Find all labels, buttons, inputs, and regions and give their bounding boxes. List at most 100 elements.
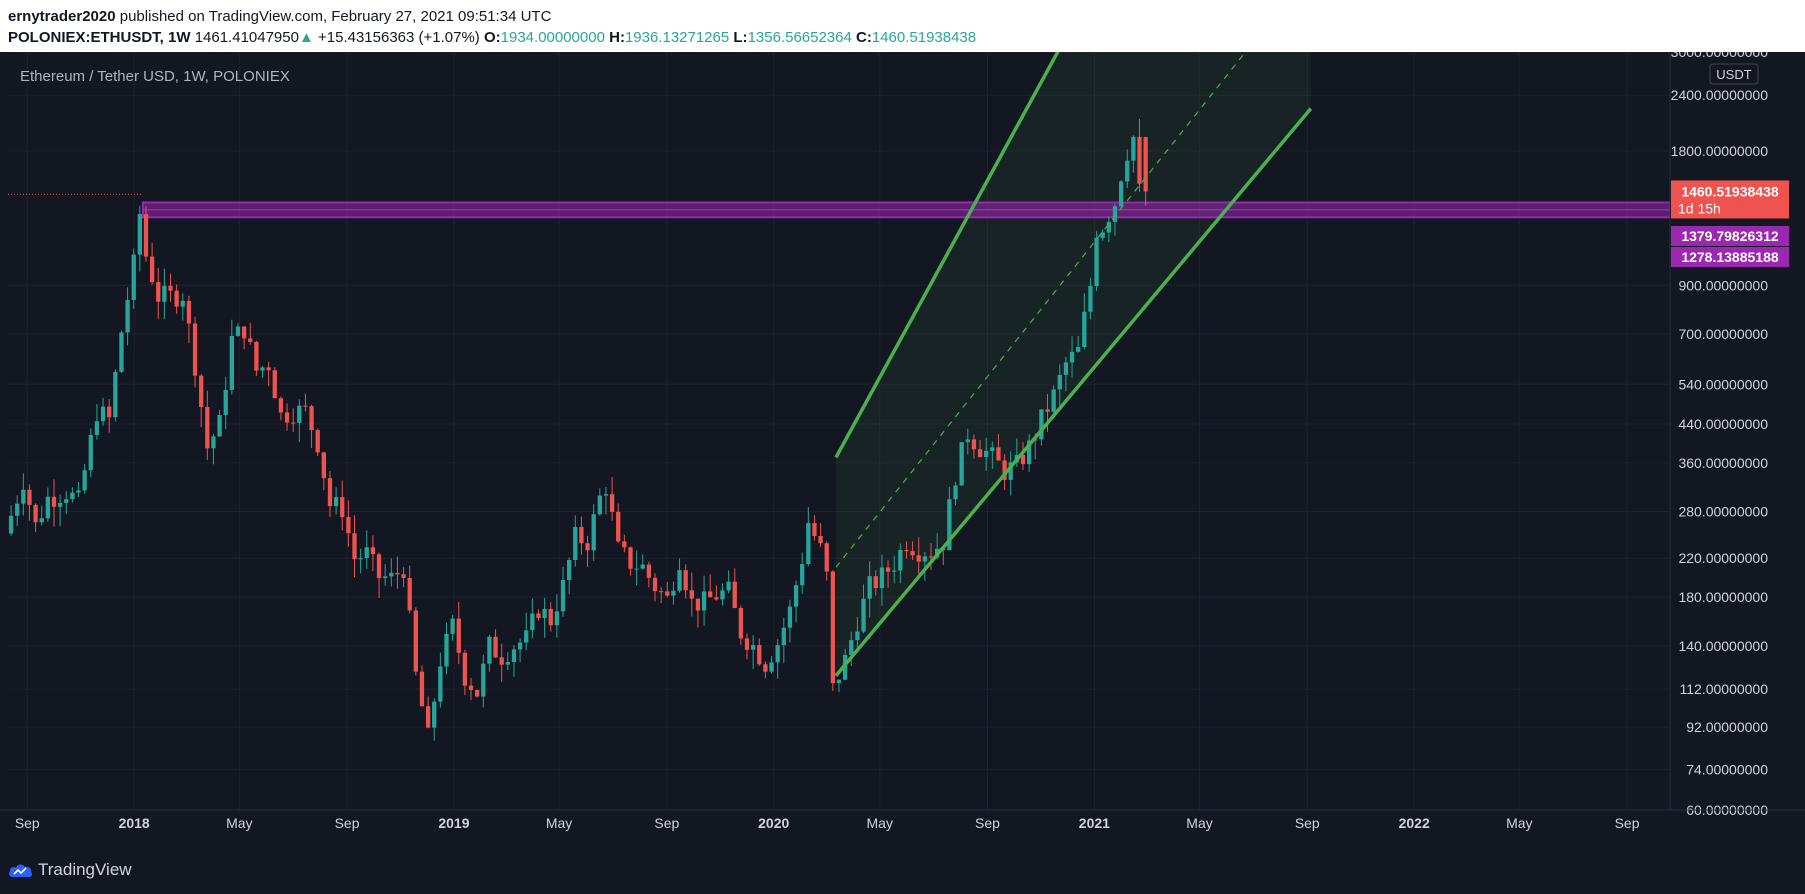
candle-body[interactable] <box>1051 389 1056 412</box>
candle-body[interactable] <box>591 514 596 551</box>
candle-body[interactable] <box>94 421 100 436</box>
candle-body[interactable] <box>536 613 541 619</box>
candle-body[interactable] <box>487 636 492 664</box>
candle-body[interactable] <box>438 666 443 702</box>
candle-body[interactable] <box>162 285 167 302</box>
candle-body[interactable] <box>996 447 1001 461</box>
candle-body[interactable] <box>910 551 915 556</box>
candle-body[interactable] <box>401 574 406 578</box>
candle-body[interactable] <box>82 470 87 491</box>
candle-body[interactable] <box>444 633 449 667</box>
candle-body[interactable] <box>333 497 339 507</box>
candle-body[interactable] <box>603 494 609 496</box>
candle-body[interactable] <box>303 405 308 407</box>
candle-body[interactable] <box>100 406 106 422</box>
candle-body[interactable] <box>352 533 357 560</box>
candle-body[interactable] <box>683 570 688 591</box>
candle-body[interactable] <box>677 570 682 591</box>
candle-body[interactable] <box>192 323 198 376</box>
candle-body[interactable] <box>88 435 93 471</box>
candle-body[interactable] <box>39 518 44 523</box>
candle-body[interactable] <box>284 412 290 423</box>
candle-body[interactable] <box>1125 160 1130 182</box>
zone-price-tag[interactable] <box>1671 226 1789 246</box>
candle-body[interactable] <box>107 406 112 418</box>
candle-body[interactable] <box>744 638 750 650</box>
candle-body[interactable] <box>1076 347 1081 352</box>
candle-body[interactable] <box>573 526 578 561</box>
candle-body[interactable] <box>1002 460 1007 480</box>
candle-body[interactable] <box>781 627 786 646</box>
candle-body[interactable] <box>389 572 394 577</box>
candle-body[interactable] <box>64 499 69 503</box>
candle-body[interactable] <box>892 570 897 572</box>
candle-body[interactable] <box>861 598 866 632</box>
candle-body[interactable] <box>174 290 179 307</box>
candle-body[interactable] <box>622 541 627 548</box>
candle-body[interactable] <box>1020 454 1026 465</box>
candle-body[interactable] <box>524 630 529 643</box>
candle-body[interactable] <box>223 389 228 415</box>
candle-body[interactable] <box>493 636 498 658</box>
candle-body[interactable] <box>229 335 234 390</box>
candle-body[interactable] <box>689 590 694 599</box>
candle-body[interactable] <box>585 543 590 551</box>
candle-body[interactable] <box>732 581 737 608</box>
chart-area[interactable]: 3000.00000000 2400.00000000 1800.00000000 9… <box>0 41 1805 853</box>
author-name[interactable]: ernytrader2020 <box>8 8 116 25</box>
currency-badge[interactable] <box>1709 63 1759 85</box>
candle-body[interactable] <box>977 449 983 458</box>
candle-body[interactable] <box>806 523 811 565</box>
candle-body[interactable] <box>370 547 376 555</box>
candle-body[interactable] <box>701 591 707 611</box>
candle-body[interactable] <box>419 671 425 707</box>
candle-body[interactable] <box>297 405 302 423</box>
candle-body[interactable] <box>456 618 461 653</box>
candle-body[interactable] <box>824 543 829 572</box>
candle-body[interactable] <box>1143 137 1148 192</box>
candle-body[interactable] <box>468 685 474 691</box>
candle-body[interactable] <box>450 618 455 634</box>
channel-midline[interactable] <box>835 42 1254 568</box>
candle-body[interactable] <box>254 341 259 371</box>
candle-body[interactable] <box>953 485 958 500</box>
candle-body[interactable] <box>646 564 652 578</box>
candle-body[interactable] <box>560 580 566 612</box>
candle-body[interactable] <box>793 585 799 607</box>
candle-body[interactable] <box>708 591 713 598</box>
candle-body[interactable] <box>1137 136 1142 184</box>
candle-body[interactable] <box>984 450 989 458</box>
candle-body[interactable] <box>947 499 952 551</box>
candle-body[interactable] <box>787 606 793 628</box>
candle-body[interactable] <box>376 554 382 579</box>
price-chart[interactable]: 3000.00000000 2400.00000000 1800.00000000 9… <box>0 41 1805 848</box>
candle-body[interactable] <box>990 447 995 451</box>
candle-body[interactable] <box>763 664 768 672</box>
candle-body[interactable] <box>511 649 517 663</box>
candle-body[interactable] <box>548 608 553 626</box>
candle-body[interactable] <box>27 489 32 505</box>
candle-body[interactable] <box>652 577 658 592</box>
candle-body[interactable] <box>137 214 143 255</box>
candle-body[interactable] <box>199 375 204 407</box>
candle-body[interactable] <box>1063 362 1069 375</box>
candle-body[interactable] <box>45 496 51 519</box>
candle-body[interactable] <box>1100 232 1105 238</box>
candle-body[interactable] <box>830 571 836 684</box>
candle-body[interactable] <box>1106 221 1111 233</box>
candle-body[interactable] <box>1112 206 1118 222</box>
candle-body[interactable] <box>327 478 333 507</box>
candle-body[interactable] <box>168 285 173 291</box>
candle-body[interactable] <box>738 607 744 639</box>
candle-body[interactable] <box>609 494 615 512</box>
candle-body[interactable] <box>812 523 817 536</box>
candle-body[interactable] <box>186 300 192 324</box>
candle-body[interactable] <box>272 370 277 399</box>
candle-body[interactable] <box>579 526 584 544</box>
candle-body[interactable] <box>57 502 63 507</box>
candle-body[interactable] <box>481 663 486 697</box>
candle-body[interactable] <box>1057 374 1062 390</box>
candle-body[interactable] <box>346 517 351 534</box>
candle-body[interactable] <box>659 591 664 593</box>
candle-body[interactable] <box>15 503 20 516</box>
